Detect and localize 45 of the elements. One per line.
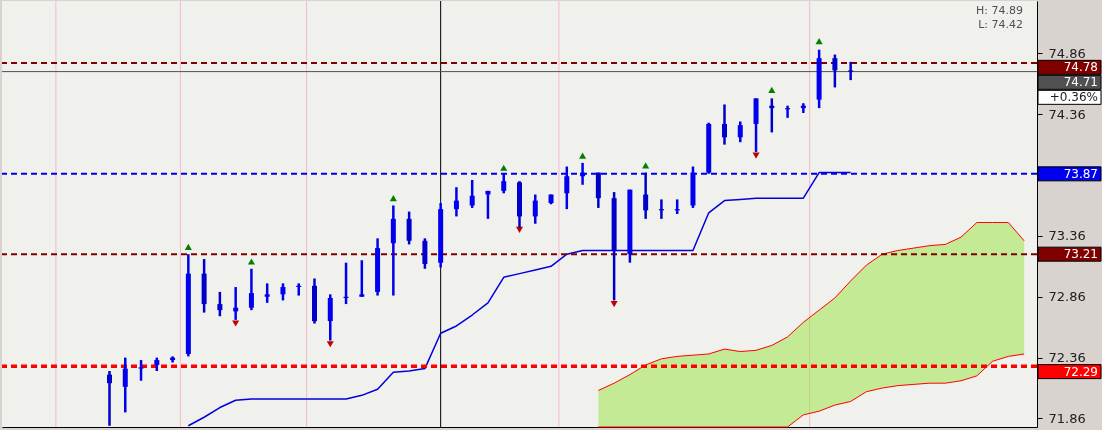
point xyxy=(515,226,524,233)
y-tick-label: 72.36 xyxy=(1048,350,1086,366)
ref-line-label: 72.29 xyxy=(1063,364,1098,379)
point xyxy=(326,341,334,348)
point xyxy=(579,152,587,159)
y-tick-label: 71.86 xyxy=(1048,410,1086,426)
candlestick xyxy=(107,369,112,428)
candlestick xyxy=(406,210,412,246)
candlestick xyxy=(485,189,491,221)
point xyxy=(610,301,618,308)
candlestick xyxy=(848,60,854,82)
annotation: H: 74.89 xyxy=(976,4,1023,17)
y-tick-label: 74.86 xyxy=(1048,45,1086,61)
annotation: L: 74.42 xyxy=(978,18,1023,31)
candlestick xyxy=(422,237,428,271)
candlestick xyxy=(359,259,365,299)
point xyxy=(768,86,776,93)
candlestick xyxy=(122,356,128,414)
point xyxy=(642,162,650,169)
candlestick xyxy=(264,282,270,305)
candlestick xyxy=(327,293,333,342)
text: +0.36% xyxy=(1049,90,1098,105)
candlestick xyxy=(217,290,223,318)
candlestick xyxy=(138,358,144,382)
y-tick-label: 73.36 xyxy=(1048,228,1086,244)
point xyxy=(184,243,192,250)
candlestick xyxy=(248,267,254,312)
point xyxy=(500,164,508,171)
candlestick xyxy=(737,120,743,144)
candlestick xyxy=(469,178,475,210)
line-series xyxy=(187,171,852,427)
ref-line-label: 74.78 xyxy=(1063,60,1098,75)
ref-line-label: 73.87 xyxy=(1063,166,1098,181)
candlestick xyxy=(643,171,649,221)
candlestick xyxy=(832,53,838,89)
point xyxy=(232,320,240,327)
candlestick xyxy=(532,193,538,225)
y-tick-label: 74.36 xyxy=(1048,106,1086,122)
candlestick xyxy=(722,103,727,146)
point xyxy=(389,195,397,202)
point xyxy=(247,258,255,265)
candlestick xyxy=(453,185,459,218)
ref-line-label: 73.21 xyxy=(1063,247,1098,262)
ref-line-label: 74.71 xyxy=(1063,75,1098,90)
y-tick-label: 72.86 xyxy=(1048,289,1086,305)
